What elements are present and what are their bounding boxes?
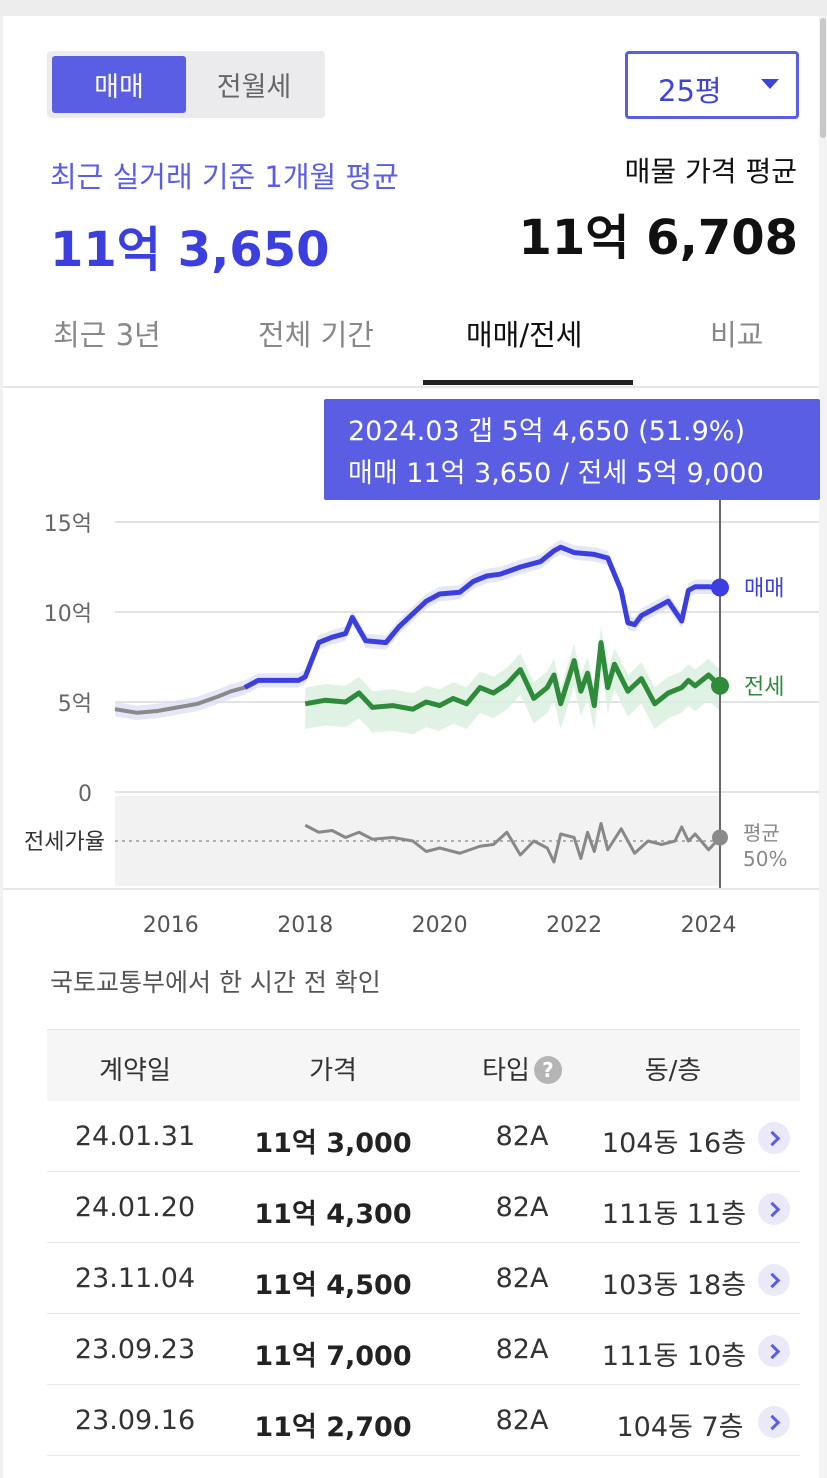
chevron-down-icon: [761, 79, 779, 89]
tab-compare[interactable]: 비교: [710, 318, 764, 352]
x-tick-label: 2024: [681, 913, 737, 938]
table-row[interactable]: 23.09.16 11억 2,700 82A 104동 7층: [47, 1385, 800, 1456]
listing-average-label: 매물 가격 평균: [624, 155, 797, 188]
deal-type-toggle: 매매 전월세: [47, 51, 325, 118]
x-tick-label: 2018: [277, 913, 333, 938]
tooltip-gap-line: 2024.03 갭 5억 4,650 (51.9%): [348, 416, 745, 447]
chevron-right-icon[interactable]: [758, 1122, 790, 1154]
table-row[interactable]: 23.11.04 11억 4,500 82A 103동 18층: [47, 1243, 800, 1314]
recent-average-label: 최근 실거래 기준 1개월 평균: [50, 160, 399, 194]
trade-price: 11억 4,500: [254, 1270, 412, 1301]
x-tick-label: 2022: [546, 913, 602, 938]
chevron-right-icon[interactable]: [758, 1193, 790, 1225]
header-type: 타입?: [482, 1050, 562, 1087]
header-price: 가격: [309, 1056, 357, 1086]
trade-unit: 104동 7층: [616, 1412, 744, 1443]
sale-line-early: [114, 685, 246, 715]
trade-unit: 103동 18층: [601, 1270, 747, 1301]
chevron-right-icon[interactable]: [758, 1264, 790, 1296]
y-tick-label: 15억: [44, 512, 92, 537]
trade-type: 82A: [495, 1405, 549, 1436]
listing-average-value: 11억 6,708: [518, 210, 799, 266]
chevron-right-icon[interactable]: [758, 1406, 790, 1438]
trade-date: 23.09.16: [74, 1405, 196, 1436]
x-tick-label: 2020: [412, 913, 468, 938]
ratio-line: [304, 822, 722, 864]
trade-date: 23.09.23: [74, 1334, 196, 1365]
y-tick-label: 5억: [58, 692, 92, 717]
chart-divider: [3, 888, 819, 890]
help-icon[interactable]: ?: [533, 1056, 562, 1084]
trade-type: 82A: [495, 1121, 549, 1152]
sale-series-label: 매매: [744, 577, 784, 602]
y-tick-label: 0: [78, 782, 92, 807]
ratio-point: [712, 829, 728, 846]
left-edge: [0, 16, 3, 1478]
trade-unit: 111동 10층: [601, 1341, 747, 1372]
trade-price: 11억 7,000: [254, 1341, 412, 1372]
header-unit: 동/층: [644, 1056, 702, 1086]
scrollbar[interactable]: [819, 16, 827, 1478]
tab-recent-3-years[interactable]: 최근 3년: [53, 318, 161, 352]
tooltip-price-line: 매매 11억 3,650 / 전세 5억 9,000: [348, 458, 764, 489]
ratio-average-label: 평균: [743, 821, 780, 845]
ratio-band-label: 전세가율: [24, 830, 105, 855]
ratio-average-value: 50%: [743, 847, 787, 871]
sale-range-area: [115, 540, 720, 720]
chart-tooltip: 2024.03 갭 5억 4,650 (51.9%) 매매 11억 3,650 …: [324, 399, 820, 500]
trade-type: 82A: [495, 1334, 549, 1365]
trade-unit: 104동 16층: [601, 1128, 747, 1159]
tab-sale-rent[interactable]: 매매/전세: [466, 318, 583, 352]
recent-average-value: 11억 3,650: [50, 222, 330, 278]
x-tick-label: 2016: [143, 913, 199, 938]
active-tab-indicator: [423, 380, 633, 385]
rent-toggle-button[interactable]: 전월세: [216, 72, 292, 103]
table-row[interactable]: 23.09.23 11억 7,000 82A 111동 10층: [47, 1314, 800, 1385]
table-row[interactable]: 24.01.20 11억 4,300 82A 111동 11층: [47, 1172, 800, 1243]
trade-table-header: 계약일 가격 타입? 동/층: [47, 1029, 800, 1101]
trade-type: 82A: [495, 1192, 549, 1223]
data-source-note: 국토교통부에서 한 시간 전 확인: [50, 968, 381, 997]
header-type-label: 타입: [482, 1056, 530, 1086]
tab-all-period[interactable]: 전체 기간: [258, 318, 374, 352]
rent-series-label: 전세: [744, 675, 784, 700]
trade-price: 11억 3,000: [254, 1128, 412, 1159]
rent-point: [711, 676, 729, 695]
rent-line: [304, 640, 722, 712]
trade-price: 11억 2,700: [254, 1412, 412, 1443]
trade-price: 11억 4,300: [254, 1199, 412, 1230]
sale-point: [711, 578, 729, 597]
chevron-right-icon[interactable]: [758, 1335, 790, 1367]
trade-date: 23.11.04: [74, 1263, 196, 1294]
table-row[interactable]: 24.01.31 11억 3,000 82A 104동 16층: [47, 1101, 800, 1172]
header-date: 계약일: [99, 1056, 171, 1086]
trade-type: 82A: [495, 1263, 549, 1294]
scrollbar-thumb[interactable]: [820, 18, 826, 138]
trade-unit: 111동 11층: [601, 1199, 747, 1230]
trade-date: 24.01.31: [74, 1121, 196, 1152]
size-dropdown-value: 25평: [658, 74, 722, 108]
sale-line: [243, 544, 721, 690]
size-dropdown[interactable]: 25평: [625, 51, 799, 119]
trade-date: 24.01.20: [74, 1192, 196, 1223]
x-axis: 2016 2018 2020 2022 2024: [143, 913, 737, 938]
sale-toggle-button[interactable]: 매매: [52, 56, 186, 113]
tabs-divider: [3, 386, 819, 388]
y-tick-label: 10억: [44, 602, 92, 627]
top-strip: [0, 0, 827, 16]
